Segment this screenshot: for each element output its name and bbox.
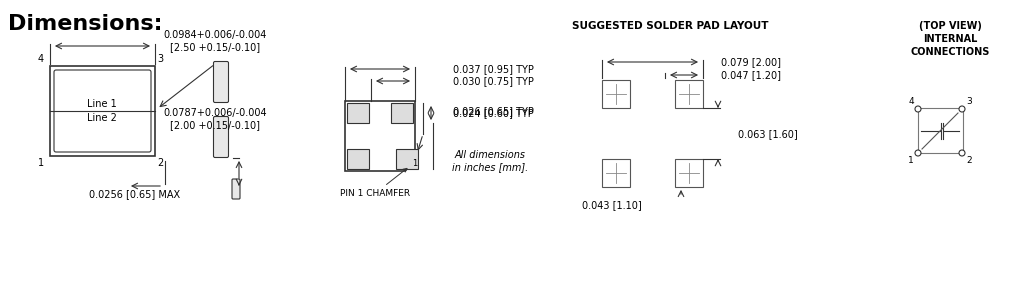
- Text: 1: 1: [412, 159, 417, 168]
- Circle shape: [915, 106, 921, 112]
- Text: All dimensions
in inches [mm].: All dimensions in inches [mm].: [452, 150, 528, 172]
- Text: 4: 4: [38, 54, 44, 64]
- Bar: [396, 149, 418, 169]
- Text: 0.026 [0.65] TYP: 0.026 [0.65] TYP: [453, 106, 534, 116]
- Text: 2: 2: [966, 156, 972, 165]
- Text: 1: 1: [38, 158, 44, 168]
- Text: 0.0256 [0.65] MAX: 0.0256 [0.65] MAX: [89, 189, 180, 199]
- Text: Dimensions:: Dimensions:: [8, 14, 163, 34]
- Bar: [391, 103, 413, 123]
- Bar: [602, 80, 630, 108]
- Text: 0.079 [2.00]: 0.079 [2.00]: [721, 57, 781, 67]
- Text: 0.063 [1.60]: 0.063 [1.60]: [738, 129, 798, 139]
- Bar: [347, 149, 369, 169]
- FancyBboxPatch shape: [213, 61, 228, 102]
- Bar: [675, 80, 703, 108]
- Text: 3: 3: [157, 54, 163, 64]
- FancyBboxPatch shape: [213, 116, 228, 158]
- Text: 2: 2: [157, 158, 163, 168]
- Circle shape: [959, 106, 965, 112]
- Text: 0.030 [0.75] TYP: 0.030 [0.75] TYP: [453, 76, 534, 86]
- Text: PIN 1 CHAMFER: PIN 1 CHAMFER: [340, 168, 411, 198]
- Text: SUGGESTED SOLDER PAD LAYOUT: SUGGESTED SOLDER PAD LAYOUT: [571, 21, 768, 31]
- Text: Line 1
Line 2: Line 1 Line 2: [87, 99, 117, 123]
- Text: 0.043 [1.10]: 0.043 [1.10]: [582, 200, 642, 210]
- Circle shape: [959, 150, 965, 156]
- Text: 3: 3: [966, 97, 972, 106]
- Text: 0.024 [0.60] TYP: 0.024 [0.60] TYP: [453, 108, 534, 118]
- Text: 0.047 [1.20]: 0.047 [1.20]: [721, 70, 781, 80]
- FancyBboxPatch shape: [232, 179, 240, 199]
- Bar: [918, 108, 963, 153]
- Bar: [675, 159, 703, 187]
- Text: 0.0787+0.006/-0.004
[2.00 +0.15/-0.10]: 0.0787+0.006/-0.004 [2.00 +0.15/-0.10]: [163, 108, 267, 130]
- Text: 1: 1: [908, 156, 914, 165]
- Text: 0.037 [0.95] TYP: 0.037 [0.95] TYP: [453, 64, 534, 74]
- FancyBboxPatch shape: [54, 70, 151, 152]
- Circle shape: [915, 150, 921, 156]
- Text: 4: 4: [908, 97, 914, 106]
- Text: (TOP VIEW)
INTERNAL
CONNECTIONS: (TOP VIEW) INTERNAL CONNECTIONS: [910, 21, 989, 57]
- Polygon shape: [345, 101, 415, 171]
- Text: 0.0984+0.006/-0.004
[2.50 +0.15/-0.10]: 0.0984+0.006/-0.004 [2.50 +0.15/-0.10]: [163, 30, 266, 52]
- Bar: [50, 66, 155, 156]
- Bar: [347, 103, 369, 123]
- Bar: [602, 159, 630, 187]
